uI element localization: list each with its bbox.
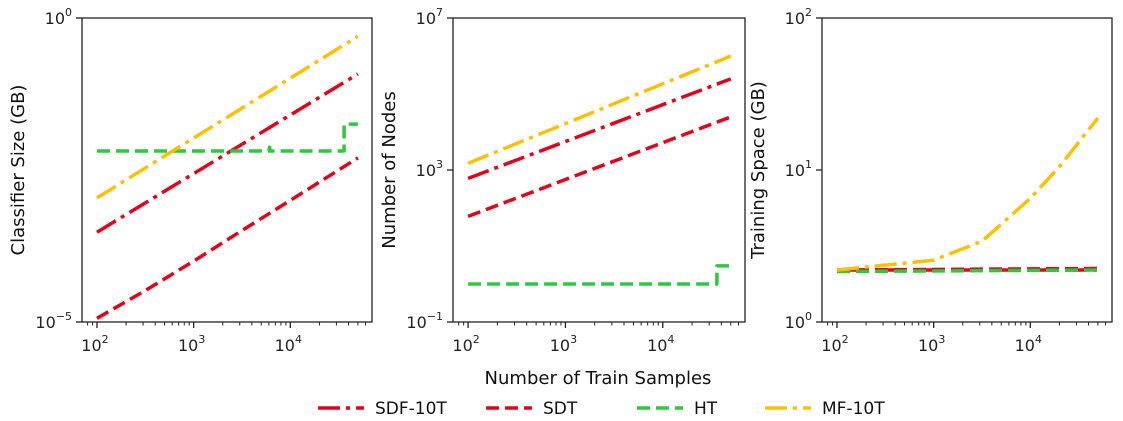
series-line-ht bbox=[468, 264, 731, 286]
y-axis-title: Classifier Size (GB) bbox=[8, 85, 29, 256]
legend-label: SDF-10T bbox=[375, 399, 447, 419]
series-line-mf-10t bbox=[96, 34, 359, 200]
series-line-mf-10t bbox=[836, 116, 1100, 272]
y-tick-label: 10−5 bbox=[35, 310, 72, 332]
x-tick-label: 104 bbox=[1015, 333, 1042, 355]
series-line-mf-10t bbox=[467, 54, 732, 165]
legend-item-sdf-10t: SDF-10T bbox=[318, 399, 447, 419]
plot-frame bbox=[452, 17, 746, 323]
series-line-ht bbox=[97, 122, 358, 153]
y-axis-title: Number of Nodes bbox=[379, 91, 400, 248]
x-tick-label: 102 bbox=[452, 333, 479, 355]
series-line-sdf-10t bbox=[96, 72, 359, 234]
chart-panel-3: 102 103 104 100 101 102 Training Space (GB) bbox=[748, 6, 1113, 355]
x-tick-label: 103 bbox=[178, 333, 205, 355]
y-tick-label: 103 bbox=[416, 158, 443, 180]
y-tick-label: 10−1 bbox=[406, 310, 443, 332]
series-line-sdt bbox=[96, 156, 359, 320]
x-tick-label: 102 bbox=[821, 333, 848, 355]
series-line-ht bbox=[836, 268, 1098, 274]
y-tick-label: 100 bbox=[45, 6, 72, 28]
legend-label: MF-10T bbox=[822, 399, 885, 419]
series-line-sdf-10t bbox=[467, 77, 732, 181]
y-tick-label: 107 bbox=[416, 6, 443, 28]
chart-panel-1: 102 103 104 10−5 100 Classifier Size (GB) bbox=[8, 6, 373, 355]
legend-item-mf-10t: MF-10T bbox=[765, 399, 885, 419]
chart-panel-2: 102 103 104 10−1 103 107 Number of Nodes bbox=[379, 6, 746, 355]
x-tick-label: 103 bbox=[550, 333, 577, 355]
x-tick-label: 103 bbox=[918, 333, 945, 355]
x-axis-title: Number of Train Samples bbox=[485, 368, 712, 389]
y-tick-label: 102 bbox=[785, 6, 812, 28]
plot-frame bbox=[81, 17, 373, 323]
y-axis-title: Training Space (GB) bbox=[748, 81, 769, 260]
series-line-sdt bbox=[467, 115, 732, 219]
legend-item-ht: HT bbox=[637, 399, 718, 419]
x-tick-label: 104 bbox=[647, 333, 674, 355]
y-tick-label: 101 bbox=[785, 158, 812, 180]
x-tick-label: 102 bbox=[81, 333, 108, 355]
plot-frame bbox=[821, 17, 1113, 323]
y-tick-label: 100 bbox=[785, 310, 812, 332]
legend-item-sdt: SDT bbox=[486, 399, 578, 419]
legend: SDF-10T SDT HT MF-10T bbox=[318, 399, 885, 419]
legend-label: HT bbox=[694, 399, 718, 419]
legend-label: SDT bbox=[543, 399, 578, 419]
x-tick-label: 104 bbox=[275, 333, 302, 355]
